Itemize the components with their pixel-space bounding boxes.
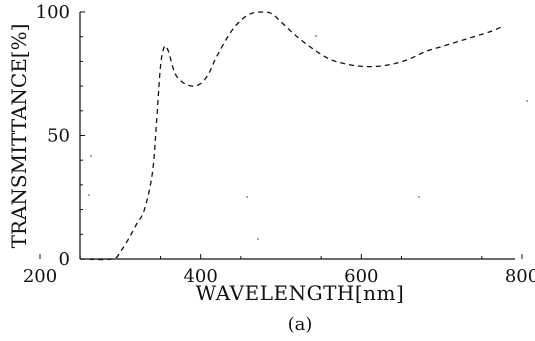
series xyxy=(80,11,503,261)
x-tick-label-800: 800 xyxy=(505,266,535,287)
scan-speck xyxy=(88,194,90,196)
y-tick-label-0: 0 xyxy=(59,249,70,270)
scan-speck xyxy=(526,100,528,102)
x-tick-label-200: 200 xyxy=(23,266,57,287)
x-axis-label: WAVELENGTH[nm] xyxy=(196,281,405,305)
scan-speck xyxy=(246,196,248,198)
scan-speck xyxy=(257,238,259,240)
scan-speck xyxy=(418,196,420,198)
x-tick-label-600: 600 xyxy=(344,266,378,287)
scan-speck xyxy=(315,35,317,37)
axes xyxy=(79,12,515,260)
x-tick-label-400: 400 xyxy=(183,266,217,287)
stray-dots xyxy=(88,35,528,240)
ticks xyxy=(39,11,523,260)
y-tick-label-50: 50 xyxy=(47,126,70,147)
caption: (a) xyxy=(288,314,313,335)
scan-speck xyxy=(90,155,92,157)
transmittance-curve xyxy=(80,11,503,261)
y-tick-label-100: 100 xyxy=(36,2,70,23)
y-axis-label: TRANSMITTANCE[%] xyxy=(7,24,31,249)
tick-labels: 200 400 600 800 0 50 100 xyxy=(23,2,535,287)
